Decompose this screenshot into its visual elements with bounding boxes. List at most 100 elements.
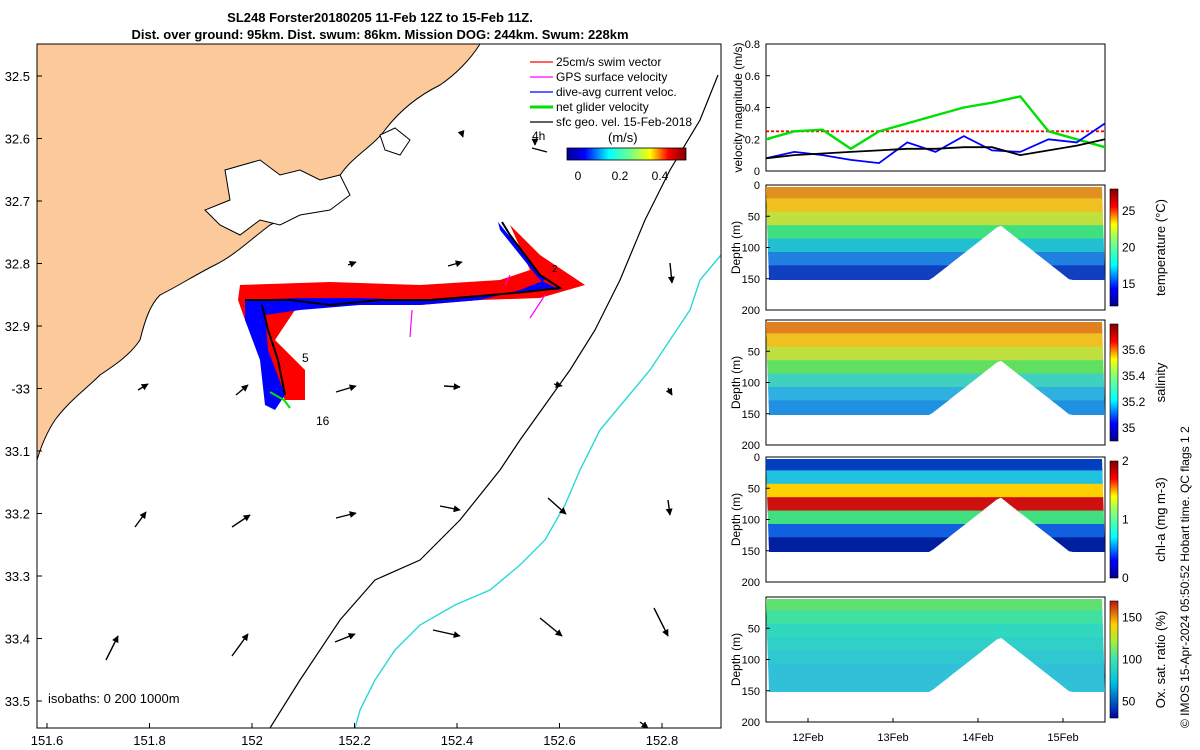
day-label-16: 16: [316, 414, 330, 428]
ts-y-tick: 0.2: [745, 134, 760, 146]
depth-tick: 100: [742, 515, 760, 527]
time-tick-label: 14Feb: [962, 732, 993, 744]
depth-tick: 0: [754, 452, 760, 464]
isobath-1000m: [269, 74, 719, 728]
depth-tick: 150: [742, 274, 760, 286]
colorbar-label: chl-a (mg m-3): [1153, 477, 1168, 562]
lake-2: [379, 127, 411, 156]
lon-tick-label: 152: [241, 733, 263, 748]
lat-tick-label: -33: [11, 382, 30, 397]
lat-tick-label: 32.7: [5, 194, 30, 209]
time-tick-label: 12Feb: [792, 732, 823, 744]
lon-tick-label: 152.6: [543, 733, 576, 748]
colorbar-tick-label: 35: [1122, 421, 1136, 435]
lon-tick-label: 151.8: [133, 733, 166, 748]
colorbar-tick: 0.4: [652, 169, 669, 183]
ts-y-tick: 0.4: [745, 103, 760, 115]
colorbar-label: Ox. sat. ratio (%): [1153, 611, 1168, 709]
colorbar-tick-label: 35.4: [1122, 369, 1146, 383]
depth-tick: 100: [742, 243, 760, 255]
depth-tick: 50: [748, 346, 760, 358]
depth-tick: 50: [748, 623, 760, 635]
lon-tick-label: 152.2: [338, 733, 371, 748]
time-axis: 12Feb 13Feb 14Feb 15Feb: [792, 718, 1079, 744]
depth-tick: 200: [742, 577, 760, 589]
depth-tick: 50: [748, 483, 760, 495]
depth-label: Depth (m): [729, 221, 743, 274]
colorbar-unit: (m/s): [608, 130, 638, 145]
colorbar-tick: 0.2: [612, 169, 629, 183]
depth-tick: 200: [742, 717, 760, 729]
lat-tick-label: 32.6: [5, 132, 30, 147]
colorbar-tick-label: 25: [1122, 204, 1136, 218]
depth-tick: 200: [742, 440, 760, 452]
colorbar-tick-label: 35.6: [1122, 343, 1146, 357]
ts-series-line: [765, 95, 1106, 151]
isobath-200m: [354, 254, 721, 728]
current-vector-swath: [245, 222, 560, 410]
colorbar-tick-label: 150: [1122, 611, 1142, 625]
colorbar-tick-label: 1: [1122, 513, 1129, 527]
section-colorbar: [1109, 323, 1119, 442]
net-glider-velocity: [269, 391, 291, 409]
colorbar-tick-label: 2: [1122, 454, 1129, 468]
glider-path: [245, 221, 563, 307]
land-mass: [37, 44, 481, 461]
depth-label: Depth (m): [729, 493, 743, 546]
time-tick-label: 13Feb: [877, 732, 908, 744]
colorbar-tick-label: 15: [1122, 277, 1136, 291]
depth-tick: 150: [742, 409, 760, 421]
latitude-axis: 32.5 32.6 32.7 32.8 32.9 -33 33.1 33.2 33.3 33.4 3…: [5, 69, 42, 709]
longitude-axis: 151.6 151.8 152 152.2 152.4 152.6 152.8: [31, 723, 678, 748]
depth-tick: 100: [742, 655, 760, 667]
ts-y-label: velocity magnitude (m/s): [731, 42, 745, 172]
colorbar-tick: 0: [575, 169, 582, 183]
lon-tick-label: 151.6: [31, 733, 64, 748]
legend-label: dive-avg current veloc.: [556, 85, 677, 99]
arrow-scale-icon: [531, 147, 548, 153]
depth-tick: 200: [742, 305, 760, 317]
lat-tick-label: 33.3: [5, 569, 30, 584]
legend-label: 25cm/s swim vector: [556, 55, 661, 69]
footer-credit: © IMOS 15-Apr-2024 05:50:52 Hobart time.…: [1178, 426, 1192, 728]
lat-tick-label: 33.2: [5, 507, 30, 522]
legend-label: GPS surface velocity: [556, 70, 667, 84]
colorbar-label: temperature (°C): [1153, 199, 1168, 296]
day-label-15: 5: [302, 351, 309, 365]
lat-tick-label: 32.5: [5, 69, 30, 84]
section-panel-chl-a: 0 50 100 150 200 Depth (m) 2 1 0 chl-a (mg m-3): [729, 452, 1168, 589]
day-label-start: 2: [552, 264, 558, 275]
lon-tick-label: 152.4: [441, 733, 474, 748]
time-tick-label: 15Feb: [1047, 732, 1078, 744]
depth-label: Depth (m): [729, 356, 743, 409]
figure-title-line2: Dist. over ground: 95km. Dist. swum: 86k…: [131, 27, 629, 42]
ts-series-line: [765, 122, 1106, 165]
colorbar-tick-label: 0: [1122, 571, 1129, 585]
map-panel: 5 16 2 32.5 32.6 32.7 32.8 32.9 -33 33.1 33.2 33…: [5, 43, 722, 748]
depth-tick: 0: [754, 180, 760, 192]
ts-series-line: [765, 138, 1106, 160]
arrow-scale-label: 4h: [532, 129, 545, 143]
glider-track: [238, 220, 585, 410]
depth-tick: 100: [742, 378, 760, 390]
depth-tick: 50: [748, 211, 760, 223]
lat-tick-label: 33.5: [5, 694, 30, 709]
colorbar-tick-label: 100: [1122, 653, 1142, 667]
section-colorbar: [1109, 188, 1119, 307]
surface-velocity-arrows: [105, 129, 675, 728]
lat-tick-label: 33.4: [5, 632, 30, 647]
colorbar-tick-label: 20: [1122, 241, 1136, 255]
section-panel-temperature: 0 50 100 150 200 Depth (m) 25 20 15 temperature (…: [729, 180, 1168, 317]
lat-tick-label: 32.9: [5, 319, 30, 334]
ts-y-tick: 0: [754, 166, 760, 178]
legend-label: net glider velocity: [556, 100, 649, 114]
section-colorbar: [1109, 600, 1119, 719]
figure-title-line1: SL248 Forster20180205 11-Feb 12Z to 15-F…: [227, 10, 533, 25]
ts-y-tick: 0.6: [745, 71, 760, 83]
lake-1: [204, 159, 351, 236]
